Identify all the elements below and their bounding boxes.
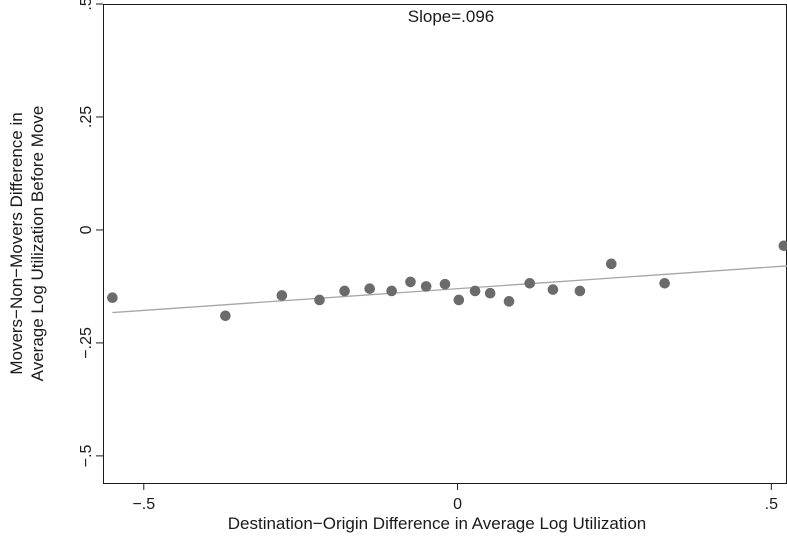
data-point [659,277,670,289]
y-tick-label: 0 [78,225,95,234]
data-point [405,276,416,288]
data-point [469,285,481,297]
data-point [439,278,451,290]
data-point [220,310,231,322]
data-point [314,294,325,306]
y-axis-title-line-1: Movers−Non−Movers Difference in [7,112,26,374]
data-point [778,240,787,252]
fit-line [112,265,787,314]
data-point [574,285,586,297]
data-point [339,285,350,297]
data-point [386,285,397,297]
data-point [547,284,559,295]
data-point [107,292,118,304]
y-tick-label: −.25 [78,327,95,359]
data-point [484,287,496,299]
data-point [364,283,375,294]
y-tick-label: .5 [78,0,95,11]
data-point [503,296,515,307]
data-point [276,290,288,301]
x-axis-title: Destination−Origin Difference in Average… [228,514,646,533]
y-tick-label: −.5 [78,444,95,467]
y-axis-title: Movers−Non−Movers Difference in Average … [7,106,47,382]
x-tick-label: 0 [453,496,462,513]
plot-frame [103,4,787,484]
data-point [524,277,536,289]
data-point [605,258,617,270]
data-point [420,281,432,292]
x-tick-label: .5 [765,496,778,513]
y-tick-label: .25 [78,106,95,128]
axes: −.5 0 .5 −.5 −.25 0 .25 .5 [78,0,787,513]
slope-annotation: Slope=.096 [408,7,495,26]
data-point [453,294,465,306]
x-tick-label: −.5 [132,496,155,513]
fit-line-group [112,265,787,314]
data-points [107,240,787,322]
y-axis-title-line-2: Average Log Utilization Before Move [28,106,47,382]
